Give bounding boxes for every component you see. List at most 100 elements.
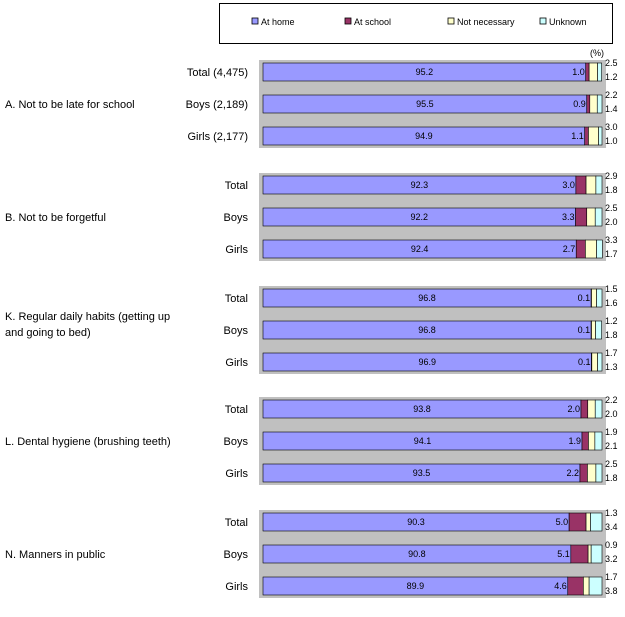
group-4-row-3-value-at-home: 93.5: [413, 468, 431, 478]
group-2-row-1-bar-unknown: [595, 175, 603, 195]
group-2-row-3-value-not-necessary: 3.3: [605, 235, 618, 245]
group-1-row-3-bar-not-necessary: [588, 126, 599, 146]
group-1-row-1-bar-at-school: [585, 62, 590, 82]
group-3-label-line-1: K. Regular daily habits (getting up: [5, 311, 170, 323]
group-2-row-1-label: Total: [225, 180, 248, 192]
group-3-row-3-value-at-school: 0.1: [578, 357, 591, 367]
group-2-row-2-value-at-school: 3.3: [562, 212, 575, 222]
group-5-row-3-value-at-school: 4.6: [554, 581, 567, 591]
group-2-row-1-value-at-school: 3.0: [562, 180, 575, 190]
group-4-row-1-label: Total: [225, 404, 248, 416]
group-5-label: N. Manners in public: [5, 549, 106, 561]
group-4-row-3-value-not-necessary: 2.5: [605, 459, 618, 469]
group-5-row-3-bar-at-school: [567, 576, 584, 596]
group-2-row-1-value-unknown: 1.8: [605, 185, 618, 195]
group-1-row-2-label: Boys (2,189): [186, 99, 248, 111]
group-3-row-2-value-at-home: 96.8: [418, 325, 436, 335]
group-3-row-1-label: Total: [225, 293, 248, 305]
group-3-row-1-bar-unknown: [596, 288, 603, 308]
group-2-row-2-bar-unknown: [594, 207, 603, 227]
group-3-row-3-bar-not-necessary: [591, 352, 598, 372]
group-4-row-2-value-at-home: 94.1: [414, 436, 432, 446]
group-1-row-3-value-at-school: 1.1: [571, 131, 584, 141]
group-1-row-3-value-at-home: 94.9: [415, 131, 433, 141]
group-4-row-2-label: Boys: [224, 436, 249, 448]
group-2-row-2-bar-at-school: [575, 207, 588, 227]
group-3-row-2-value-at-school: 0.1: [578, 325, 591, 335]
group-4-row-1-bar-not-necessary: [587, 399, 596, 419]
group-3-row-2-label: Boys: [224, 325, 249, 337]
group-2-row-2-value-at-home: 92.2: [411, 212, 429, 222]
group-2-row-3-value-at-school: 2.7: [563, 244, 576, 254]
group-2-row-1-value-not-necessary: 2.9: [605, 171, 618, 181]
group-2-row-3-label: Girls: [225, 244, 248, 256]
group-1-row-1-bar-unknown: [597, 62, 602, 82]
legend-label-not-necessary: Not necessary: [457, 17, 515, 27]
unit-label: (%): [590, 48, 604, 58]
group-5-row-1-value-unknown: 3.4: [605, 522, 618, 532]
group-4-row-2-bar-unknown: [594, 431, 603, 451]
group-4-label: L. Dental hygiene (brushing teeth): [5, 436, 171, 448]
group-3-row-3-value-at-home: 96.9: [418, 357, 436, 367]
group-3-row-1-value-not-necessary: 1.5: [605, 284, 618, 294]
legend-box: [219, 3, 613, 44]
group-4-row-1-bar-unknown: [594, 399, 603, 419]
group-1-row-3-bar-at-school: [584, 126, 589, 146]
group-5-row-1-value-at-school: 5.0: [556, 517, 569, 527]
group-2-row-2-value-not-necessary: 2.5: [605, 203, 618, 213]
group-1-row-1-bar-not-necessary: [588, 62, 598, 82]
group-5-row-3-value-at-home: 89.9: [407, 581, 425, 591]
group-4-row-1-value-at-home: 93.8: [413, 404, 431, 414]
group-1-row-3-value-unknown: 1.0: [605, 136, 618, 146]
group-4-row-3-label: Girls: [225, 468, 248, 480]
group-1-row-3-value-not-necessary: 3.0: [605, 122, 618, 132]
group-3-row-3-value-unknown: 1.3: [605, 362, 618, 372]
group-4-row-3-bar-at-school: [579, 463, 588, 483]
group-1-row-1-label: Total (4,475): [187, 67, 248, 79]
legend-swatch-unknown: [539, 17, 547, 25]
group-5-row-2-value-at-home: 90.8: [408, 549, 426, 559]
group-4-row-3-bar-not-necessary: [587, 463, 597, 483]
group-5-row-3-bar-unknown: [588, 576, 603, 596]
group-1-row-3-label: Girls (2,177): [187, 131, 248, 143]
legend-swatch-at-home: [251, 17, 259, 25]
group-3-row-3-bar-unknown: [597, 352, 603, 372]
plot-area: A. Not to be late for school Total (4,475…: [5, 58, 618, 598]
group-5-row-1-value-not-necessary: 1.3: [605, 508, 618, 518]
legend: At home At school Not necessary Unknown: [219, 3, 613, 44]
group-4-row-3-value-at-school: 2.2: [566, 468, 579, 478]
group-1-row-2-bar-unknown: [596, 94, 603, 114]
group-4-row-3-bar-unknown: [595, 463, 603, 483]
group-3-row-1-value-at-school: 0.1: [578, 293, 591, 303]
group-4-row-2-value-at-school: 1.9: [568, 436, 581, 446]
group-2-row-2-label: Boys: [224, 212, 249, 224]
group-1-row-2-bar-not-necessary: [589, 94, 598, 114]
group-4-row-1-value-not-necessary: 2.2: [605, 395, 618, 405]
group-1-label: A. Not to be late for school: [5, 99, 135, 111]
group-5-row-3-value-unknown: 3.8: [605, 586, 618, 596]
group-2-label: B. Not to be forgetful: [5, 212, 106, 224]
group-4-row-3-value-unknown: 1.8: [605, 473, 618, 483]
group-2-row-3-bar-unknown: [596, 239, 603, 259]
group-5-row-3-bar-not-necessary: [583, 576, 590, 596]
group-2-row-1-bar-not-necessary: [585, 175, 597, 195]
group-5-row-1-bar-not-necessary: [585, 512, 591, 532]
group-4-row-2-value-unknown: 2.1: [605, 441, 618, 451]
group-1-row-1-value-at-school: 1.0: [572, 67, 585, 77]
group-5-row-2-bar-not-necessary: [587, 544, 592, 564]
group-5-row-2-bar-unknown: [590, 544, 603, 564]
group-4-row-2-value-not-necessary: 1.9: [605, 427, 618, 437]
group-4-row-2-bar-at-school: [581, 431, 589, 451]
group-1-row-2-value-not-necessary: 2.2: [605, 90, 618, 100]
group-2-row-1-value-at-home: 92.3: [411, 180, 429, 190]
group-3-row-2-bar-unknown: [595, 320, 602, 340]
group-5-row-3-value-not-necessary: 1.7: [605, 572, 618, 582]
group-4-row-1-bar-at-school: [580, 399, 589, 419]
group-3-row-3-label: Girls: [225, 357, 248, 369]
group-3-row-1-value-unknown: 1.6: [605, 298, 618, 308]
group-5-row-2-value-at-school: 5.1: [557, 549, 570, 559]
group-1-row-1-value-at-home: 95.2: [416, 67, 434, 77]
group-5-row-3-label: Girls: [225, 581, 248, 593]
group-1-row-1-value-unknown: 1.2: [605, 72, 618, 82]
